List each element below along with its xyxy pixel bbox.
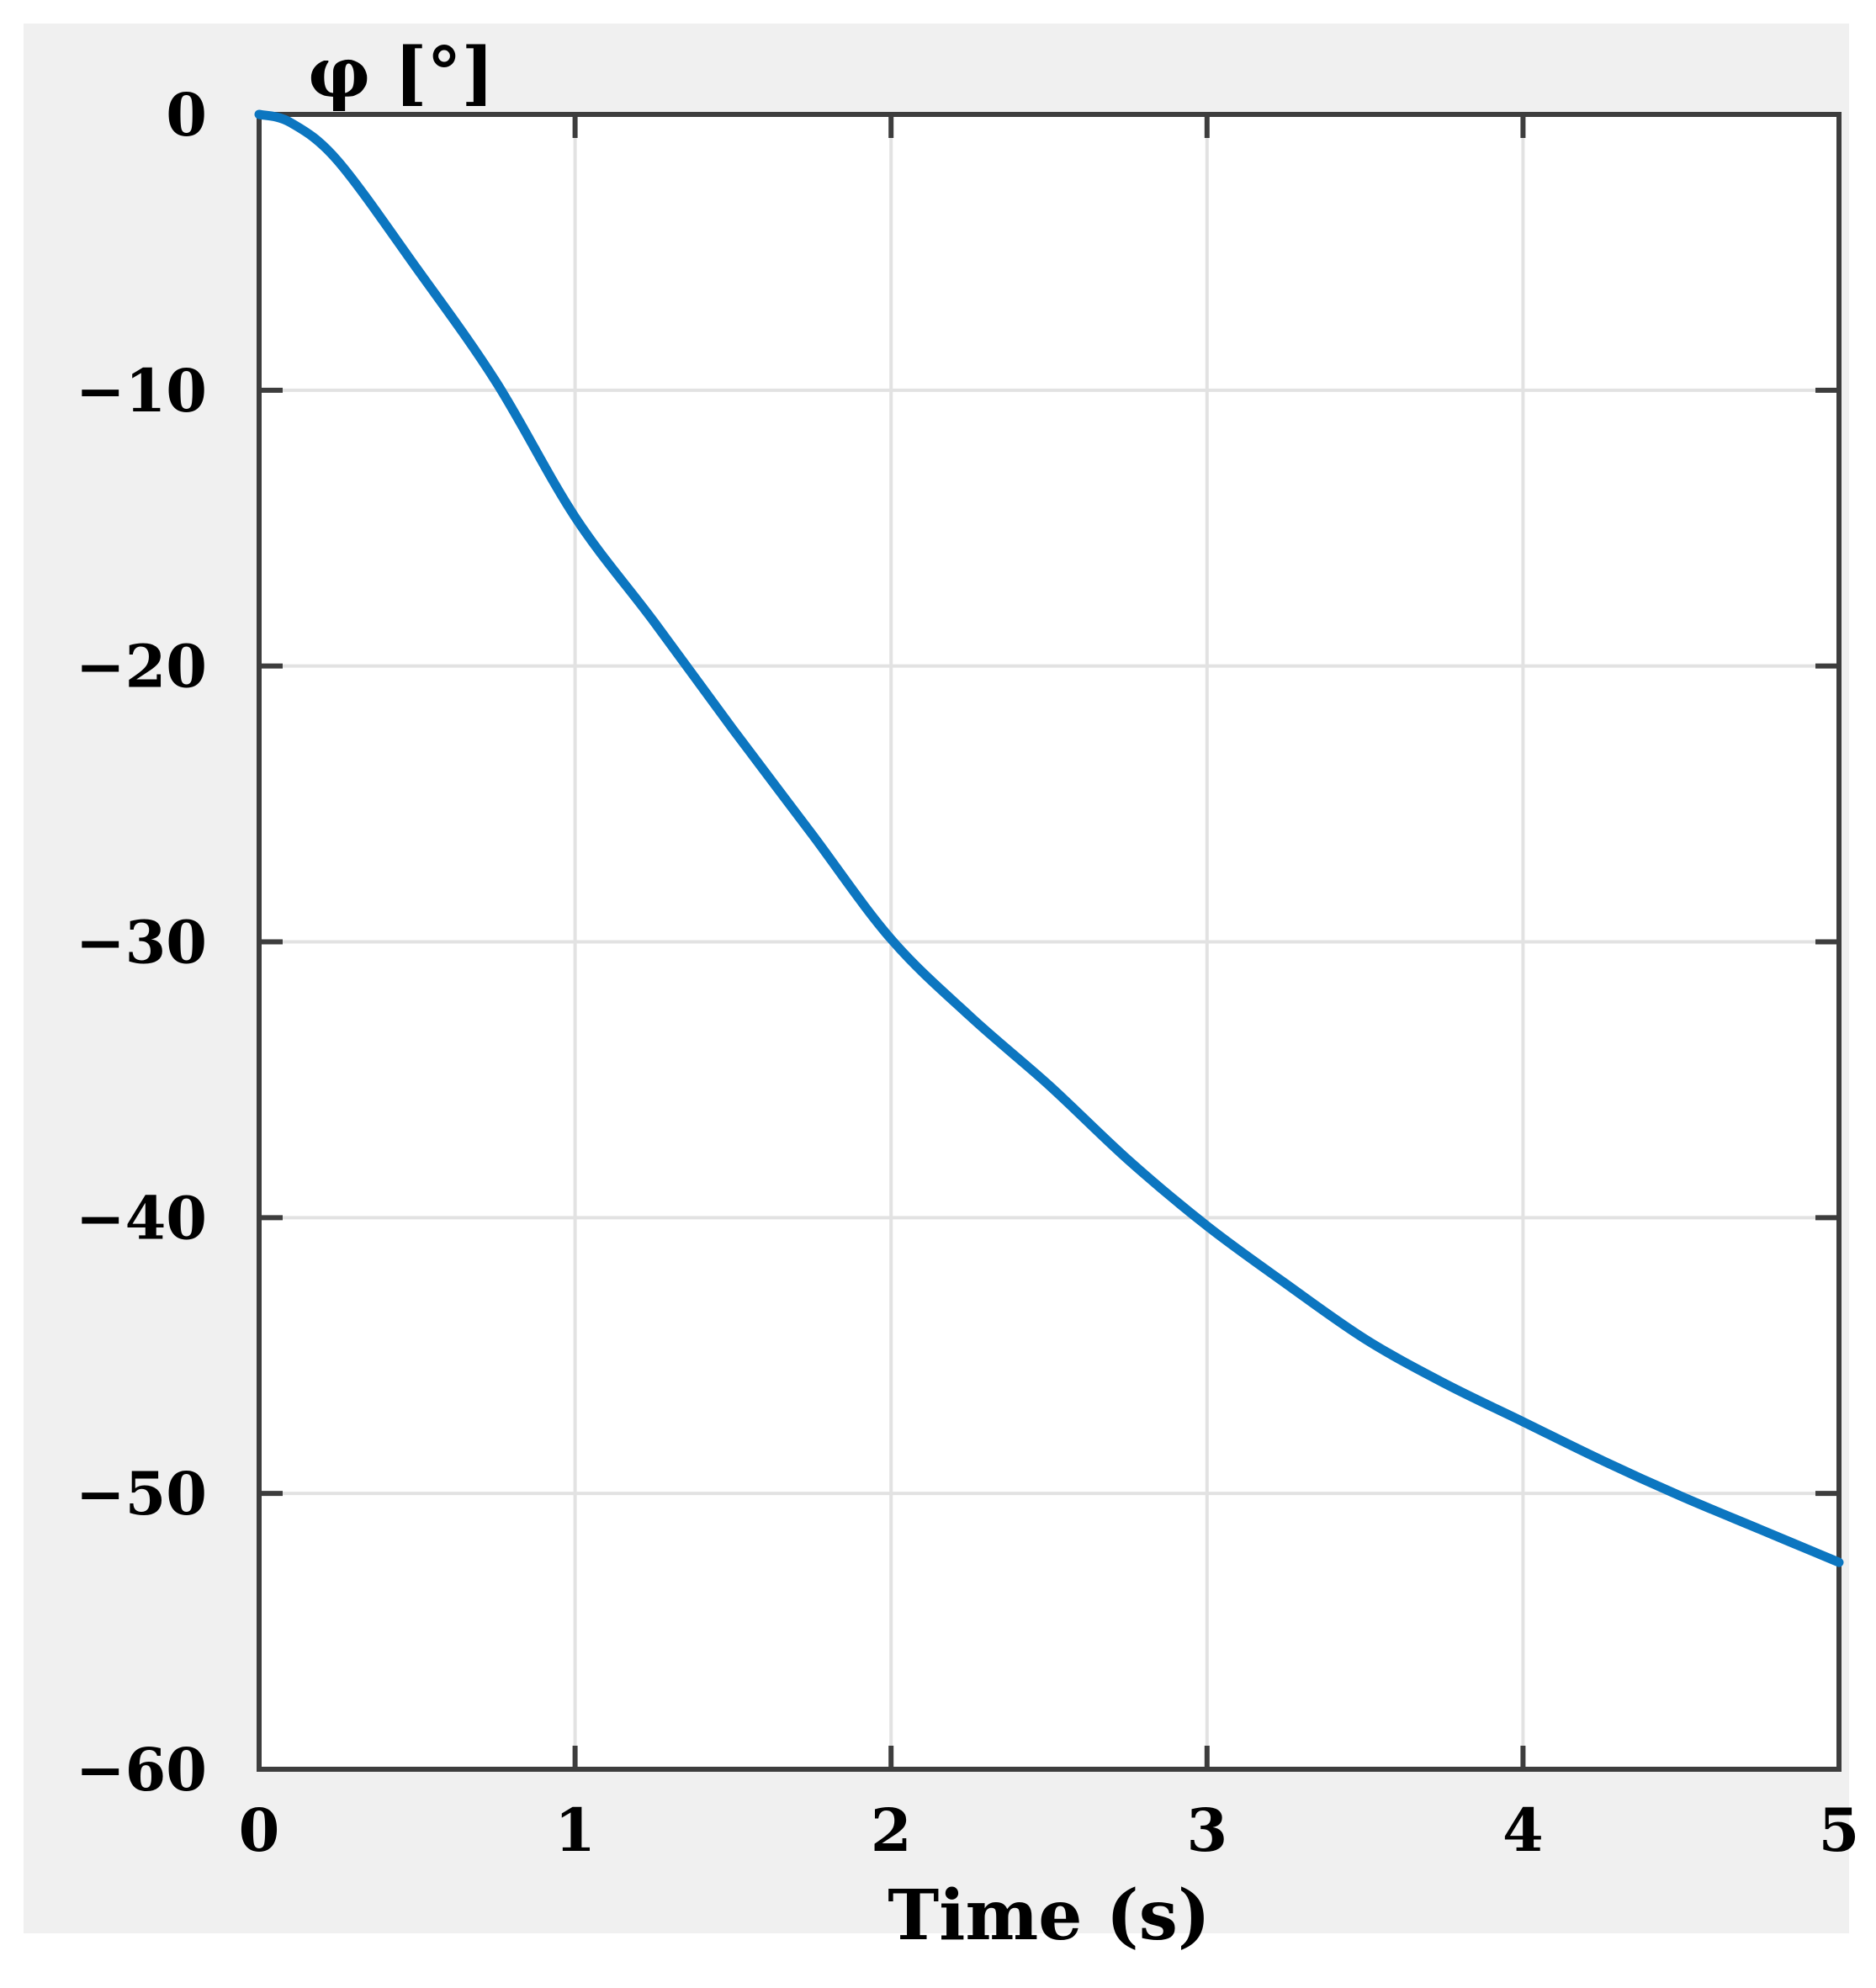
y-tick-label: −50: [76, 1459, 207, 1529]
y-tick-label: 0: [166, 80, 207, 150]
x-tick-label: 0: [239, 1795, 280, 1865]
x-tick-label: 5: [1819, 1795, 1860, 1865]
y-axis-label: φ [°]: [308, 33, 495, 114]
y-tick-label: −40: [76, 1183, 207, 1253]
angle-vs-time-line-chart: 0 1 2 3 4 5 0 −10 −20 −30 −40 −50 −60: [76, 80, 1860, 1865]
y-tick-label: −60: [76, 1735, 207, 1805]
x-tick-label: 2: [871, 1795, 912, 1865]
y-tick-label: −20: [76, 632, 207, 702]
x-tick-label: 1: [554, 1795, 596, 1865]
phi-response-curve: [254, 109, 1844, 1567]
figure-canvas: 0 1 2 3 4 5 0 −10 −20 −30 −40 −50 −60 φ [°] Time (s): [24, 24, 1859, 1950]
x-axis-label: Time (s): [888, 1875, 1211, 1956]
y-tick-label: −30: [76, 908, 207, 978]
x-tick-label: 3: [1186, 1795, 1227, 1865]
y-tick-label: −10: [76, 356, 207, 426]
x-tick-label: 4: [1502, 1795, 1544, 1865]
